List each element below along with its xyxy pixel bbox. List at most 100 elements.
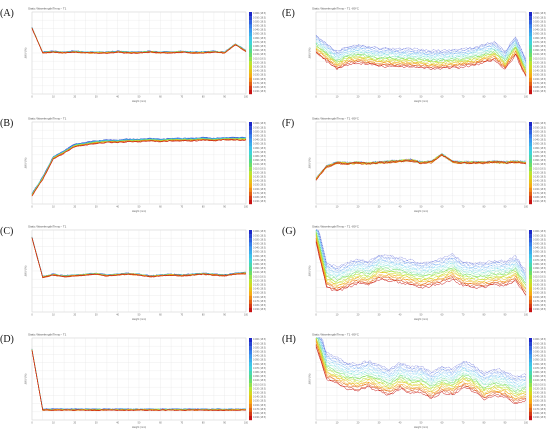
x-tick-label: 70 [462, 96, 465, 99]
legend-swatch [249, 53, 252, 58]
legend-swatch [249, 85, 252, 91]
legend-label: 0.170 (18.5) [533, 192, 546, 195]
legend-label: 0.000 (18.5) [533, 122, 546, 125]
legend-swatch [529, 77, 532, 82]
legend-swatch [529, 342, 532, 347]
legend-swatch [249, 303, 252, 309]
series-line [316, 337, 527, 385]
legend-label: 0.160 (18.5) [253, 404, 266, 407]
x-tick-label: 100 [524, 422, 529, 425]
chart-svg: Static Wavelength/Temp - T1 0 10 20 30 40 50 60… [24, 333, 267, 430]
series-line [316, 337, 527, 389]
x-tick-label: 60 [441, 96, 444, 99]
series-line [316, 229, 527, 271]
legend-label: 0.190 (18.5) [533, 90, 546, 93]
x-tick-label: 60 [441, 314, 444, 317]
legend-swatch [529, 48, 532, 54]
series-line [315, 337, 527, 393]
legend-label: 0.120 (18.5) [253, 279, 266, 282]
legend-swatch [529, 65, 532, 70]
x-tick-label: 20 [357, 314, 360, 317]
legend-label: 0.190 (18.5) [253, 308, 266, 311]
x-tick-label: 90 [223, 206, 226, 209]
x-tick-label: 10 [52, 206, 55, 209]
legend-label: 0.010 (18.5) [253, 234, 266, 237]
legend-swatch [529, 150, 532, 155]
legend-swatch [529, 57, 532, 62]
x-tick-label: 100 [244, 96, 249, 99]
legend-label: 0.030 (18.5) [253, 243, 266, 246]
x-tick-label: 50 [138, 96, 141, 99]
legend-label: 0.140 (18.5) [253, 288, 266, 291]
legend-label: 0.110 (18.5) [533, 167, 546, 170]
series-line [316, 337, 527, 381]
legend-label: 0.010 (18.5) [533, 342, 546, 345]
x-tick-label: 40 [399, 206, 402, 209]
panel-letter: (G) [282, 226, 296, 237]
series-line [316, 337, 527, 391]
x-tick-label: 100 [524, 96, 529, 99]
legend-label: 0.040 (18.5) [253, 355, 266, 358]
panel-letter: (E) [282, 8, 295, 19]
series-line [315, 229, 527, 278]
legend-swatch [249, 415, 252, 421]
legend-swatch [529, 262, 532, 268]
legend-label: 0.070 (18.5) [253, 151, 266, 154]
legend-swatch [249, 254, 252, 259]
series-line [315, 47, 527, 74]
x-tick-label: 80 [202, 314, 205, 317]
x-tick-label: 0 [31, 96, 33, 99]
legend-swatch [529, 350, 532, 355]
series-line [315, 337, 527, 395]
legend-label: 0.040 (18.5) [253, 139, 266, 142]
legend-label: 0.110 (18.5) [253, 167, 266, 170]
x-tick-label: 70 [462, 422, 465, 425]
legend-label: 0.090 (18.5) [533, 375, 546, 378]
x-tick-label: 80 [202, 96, 205, 99]
legend-label: 0.060 (18.5) [253, 147, 266, 150]
legend-label: 0.140 (18.5) [533, 180, 546, 183]
legend-label: 0.060 (18.5) [533, 363, 546, 366]
legend-swatch [249, 40, 252, 45]
panel-e: (E) Static Wavelength/Temp - T1 -80°C 0 10 2… [282, 0, 550, 108]
series-line [316, 337, 527, 388]
legend-swatch [529, 287, 532, 292]
y-axis-label: ΔWV (%) [24, 48, 28, 59]
x-tick-label: 80 [202, 206, 205, 209]
legend-label: 0.000 (18.5) [533, 338, 546, 341]
legend-swatch [529, 407, 532, 412]
x-axis-label: Height (mm) [132, 99, 146, 103]
legend-label: 0.160 (18.5) [253, 296, 266, 299]
legend-label: 0.110 (18.5) [253, 57, 266, 60]
x-tick-label: 40 [116, 314, 119, 317]
x-tick-label: 80 [483, 206, 486, 209]
legend-swatch [529, 395, 532, 400]
legend-swatch [249, 130, 252, 135]
legend-swatch [249, 295, 252, 300]
legend-label: 0.130 (18.5) [533, 66, 546, 69]
legend-label: 0.080 (18.5) [533, 371, 546, 374]
x-tick-label: 20 [357, 96, 360, 99]
x-tick-label: 60 [441, 422, 444, 425]
legend-swatch [529, 167, 532, 172]
legend-swatch [529, 73, 532, 78]
legend-label: 0.060 (18.5) [533, 37, 546, 40]
legend-swatch [249, 179, 252, 184]
legend-swatch [249, 399, 252, 404]
series-line [315, 229, 527, 282]
legend-swatch [529, 36, 532, 41]
legend-label: 0.050 (18.5) [253, 33, 266, 36]
chart-title: Static Wavelength/Temp - T1 [28, 117, 67, 121]
legend-label: 0.120 (18.5) [533, 279, 546, 282]
legend-swatch [529, 32, 532, 37]
legend-label: 0.070 (18.5) [533, 367, 546, 370]
x-tick-label: 50 [138, 422, 141, 425]
legend-swatch [529, 16, 532, 21]
legend-label: 0.080 (18.5) [253, 371, 266, 374]
legend-swatch [529, 366, 532, 371]
panel-letter: (B) [0, 118, 14, 129]
legend-swatch [249, 370, 252, 376]
legend-swatch [529, 358, 532, 363]
x-tick-label: 100 [244, 422, 249, 425]
y-axis-label: ΔWV (%) [24, 266, 28, 277]
